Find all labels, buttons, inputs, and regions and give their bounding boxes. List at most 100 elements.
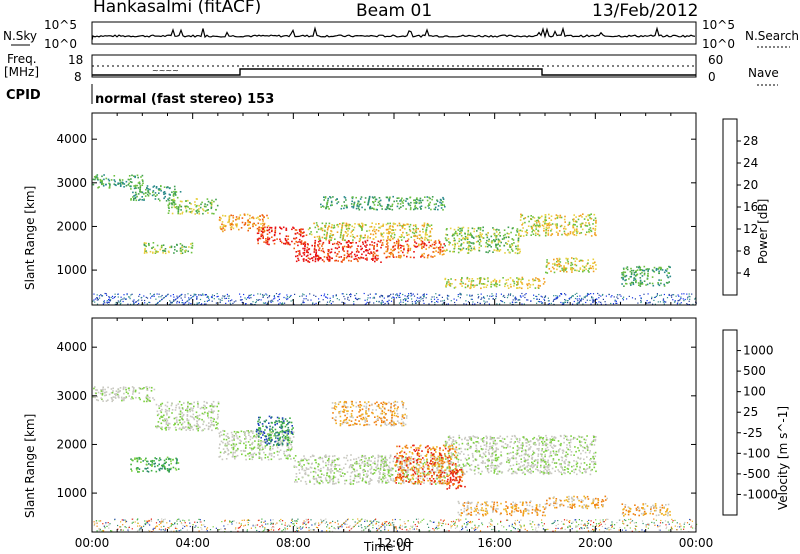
scatter-cell [520, 296, 522, 298]
echo-cell [146, 187, 148, 190]
scatter-cell [553, 298, 556, 300]
scatter-cell [303, 522, 305, 524]
echo-cell [133, 175, 135, 177]
echo-cell [624, 271, 627, 274]
echo-cell [191, 210, 194, 212]
scatter-cell [223, 525, 225, 527]
echo-cell [467, 246, 469, 249]
echo-cell [318, 258, 321, 260]
scatter-cell [333, 527, 335, 529]
echo-cell [185, 209, 188, 212]
echo-cell [165, 429, 167, 431]
echo-cell [130, 188, 132, 190]
freq-tick-bottom: 8 [74, 70, 82, 84]
echo-cell [143, 400, 145, 403]
scatter-cell [286, 296, 289, 298]
scatter-cell [157, 301, 159, 303]
echo-cell [228, 217, 231, 220]
echo-cell [429, 201, 431, 204]
echo-cell [465, 248, 468, 250]
echo-cell [286, 436, 289, 439]
echo-cell [437, 251, 440, 254]
echo-cell [112, 390, 114, 392]
scatter-cell [273, 526, 275, 528]
scatter-cell [266, 529, 268, 531]
echo-cell [407, 246, 410, 248]
echo-cell [406, 255, 408, 258]
scatter-cell [668, 293, 670, 296]
scatter-cell [622, 520, 624, 522]
echo-cell [436, 199, 438, 201]
echo-cell [336, 253, 339, 255]
echo-cell [622, 273, 625, 276]
scatter-cell [298, 527, 300, 529]
echo-cell [556, 217, 559, 219]
echo-cell [211, 199, 213, 202]
echo-cell [132, 397, 134, 400]
echo-cell [347, 230, 349, 232]
echo-cell [336, 198, 338, 200]
echo-cell [229, 226, 232, 229]
echo-cell [213, 418, 215, 420]
scatter-cell [128, 296, 130, 298]
scatter-cell [688, 293, 690, 295]
echo-cell [364, 240, 367, 243]
echo-cell [519, 219, 522, 221]
echo-cell [263, 230, 265, 233]
scatter-cell [117, 300, 119, 302]
echo-cell [322, 206, 325, 208]
scatter-cell [489, 525, 491, 527]
echo-cell [490, 246, 492, 248]
scatter-cell [569, 526, 571, 528]
scatter-cell [248, 297, 250, 299]
scatter-cell [206, 527, 209, 529]
echo-cell [563, 230, 566, 233]
echo-cell [405, 197, 408, 200]
echo-cell [521, 214, 524, 217]
echo-cell [325, 238, 327, 241]
scatter-cell [543, 298, 545, 300]
echo-cell [314, 246, 316, 248]
echo-cell [317, 240, 320, 243]
echo-cell [420, 236, 423, 239]
echo-cell [511, 243, 513, 245]
scatter-cell [579, 295, 581, 297]
scatter-cell [472, 303, 474, 305]
scatter-cell [172, 300, 174, 302]
scatter-cell [514, 522, 516, 524]
echo-cell [372, 201, 374, 203]
scatter-cell [590, 303, 592, 305]
scatter-cell [459, 530, 461, 532]
echo-cell [571, 271, 573, 273]
scatter-cell [535, 527, 537, 529]
echo-cell [464, 238, 467, 241]
echo-cell [548, 268, 551, 270]
echo-cell [148, 386, 151, 389]
scatter-cell [176, 519, 178, 521]
echo-cell [298, 228, 301, 231]
echo-cell [94, 386, 96, 388]
echo-cell [668, 272, 670, 274]
scatter-cell [231, 521, 233, 523]
echo-cell [546, 259, 548, 261]
echo-cell [320, 227, 322, 229]
scatter-cell [181, 299, 183, 301]
echo-cell [212, 417, 214, 420]
echo-cell [171, 191, 173, 193]
scatter-cell [563, 523, 565, 525]
echo-cell [630, 272, 633, 274]
scatter-cell [616, 522, 618, 524]
echo-cell [415, 246, 417, 248]
cpid-text: normal (fast stereo) 153 [95, 92, 275, 107]
echo-cell [169, 246, 171, 249]
echo-cell [532, 279, 535, 282]
echo-cell [158, 407, 161, 409]
echo-cell [194, 201, 196, 203]
echo-cell [134, 390, 137, 393]
echo-cell [288, 439, 291, 442]
echo-cell [193, 405, 195, 408]
echo-cell [406, 198, 409, 200]
echo-cell [202, 209, 205, 212]
echo-cell [105, 400, 108, 402]
echo-cell [382, 239, 385, 241]
